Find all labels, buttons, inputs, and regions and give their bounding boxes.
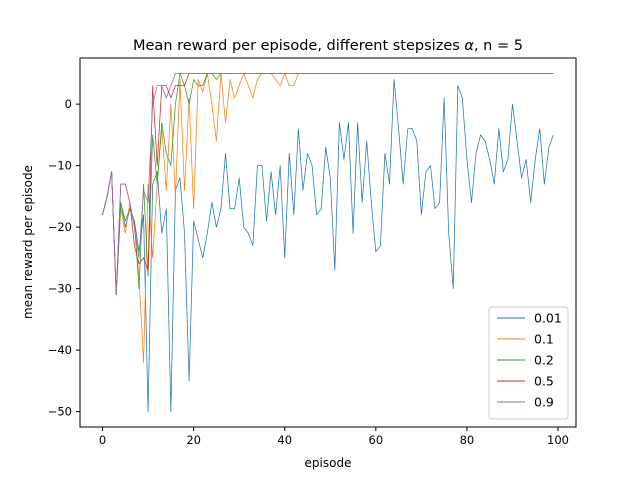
x-tick-label: 60: [369, 433, 384, 447]
x-tick-label: 100: [547, 433, 569, 447]
y-axis-label: mean reward per episode: [21, 165, 35, 319]
series-line-0-9: [102, 73, 554, 296]
legend: 0.01 0.1 0.2 0.5 0.9: [488, 306, 569, 420]
y-tick-label: −30: [48, 282, 72, 296]
legend-box: [488, 306, 569, 420]
chart-title: Mean reward per episode, different steps…: [133, 38, 523, 54]
legend-label: 0.1: [534, 332, 554, 347]
legend-label: 0.01: [534, 311, 562, 326]
x-tick-label: 80: [460, 433, 475, 447]
legend-label: 0.9: [534, 395, 554, 410]
series-layer: [102, 73, 554, 413]
legend-label: 0.2: [534, 353, 554, 368]
x-tick-label: 0: [99, 433, 106, 447]
legend-label: 0.5: [534, 374, 554, 389]
x-tick-label: 20: [186, 433, 201, 447]
plot-frame: [79, 57, 577, 428]
y-tick-label: 0: [65, 97, 72, 111]
y-tick-label: −40: [48, 343, 72, 357]
axes: 0 20 40 60 80 100 −50 −40 −30 −20 −10 0: [48, 97, 569, 447]
y-tick-label: −50: [48, 405, 72, 419]
x-tick-label: 40: [277, 433, 292, 447]
series-line-0-01: [102, 79, 554, 413]
y-tick-label: −10: [48, 159, 72, 173]
x-axis-label: episode: [305, 456, 352, 470]
y-tick-label: −20: [48, 220, 72, 234]
